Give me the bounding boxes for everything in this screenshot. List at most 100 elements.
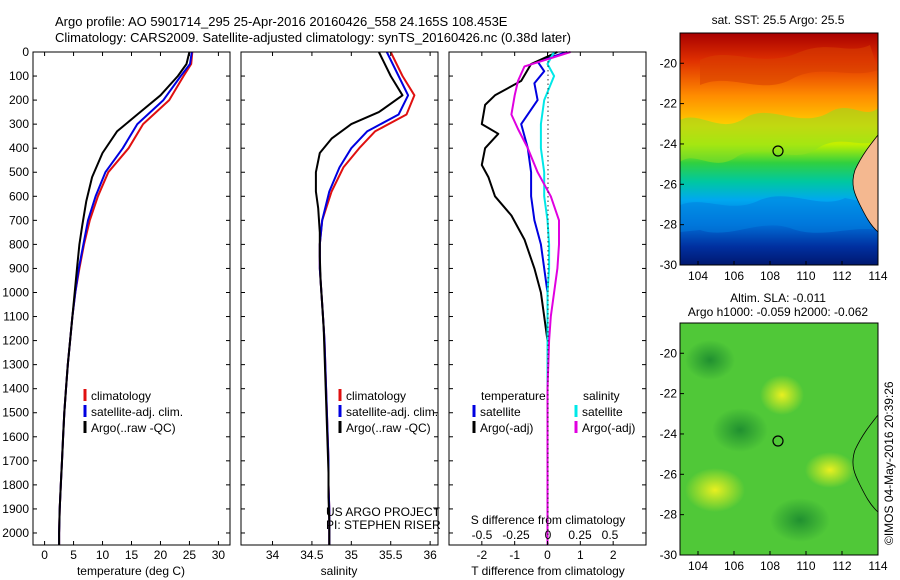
s-difference-ticks: -0.5 -0.25 0 0.25 0.5 — [472, 528, 619, 542]
lat-tick-label: -22 — [660, 387, 678, 401]
depth-tick-label: 1400 — [2, 382, 29, 396]
sla-argo-location-marker — [772, 435, 784, 447]
depth-tick-label: 200 — [9, 93, 29, 107]
temperature-lines — [58, 51, 194, 545]
depth-tick-label: 300 — [9, 117, 29, 131]
x-tick-label: 0 — [41, 548, 48, 562]
lon-tick-label: 114 — [868, 559, 887, 573]
depth-tick-label: 1000 — [2, 285, 29, 299]
depth-tick-label: 800 — [9, 237, 29, 251]
temperature-xticks: 0 5 10 15 20 25 30 — [41, 52, 225, 562]
imos-timestamp-label: ©IMOS 04-May-2016 20:39:26 — [882, 381, 896, 545]
series-line — [318, 51, 410, 545]
lon-tick-label: 106 — [724, 559, 744, 573]
depth-tick-label: 1600 — [2, 430, 29, 444]
sla-lon-ticks: 104 106 108 110 112 114 — [688, 551, 888, 573]
legend-label: Argo(..raw -QC) — [91, 421, 176, 435]
depth-tick-label: 2000 — [2, 526, 29, 540]
sst-lat-ticks: -30 -28 -26 -24 -22 -20 — [660, 56, 684, 272]
temperature-profile-plot: 0100200300400500600700800900100011001200… — [2, 45, 231, 578]
lon-tick-label: 112 — [832, 559, 851, 573]
depth-tick-label: 1700 — [2, 454, 29, 468]
x-tick-label: 34 — [266, 548, 280, 562]
legend-label: Argo(-adj) — [582, 421, 635, 435]
lon-tick-label: 114 — [868, 269, 887, 283]
legend-label: Argo(-adj) — [480, 421, 533, 435]
difference-legend: temperature salinity satellite Argo(-adj) sa… — [472, 389, 635, 435]
salinity-profile-plot: 34 34.5 35 35.5 36 salinity climatology satel… — [240, 51, 441, 578]
difference-yticks — [449, 51, 646, 534]
x-tick-label: 1 — [577, 548, 584, 562]
sla-coastline — [852, 414, 879, 513]
sst-texture — [680, 45, 878, 233]
lat-tick-label: -28 — [660, 508, 678, 522]
s-tick-label: 0.5 — [602, 528, 619, 542]
x-tick-label: 20 — [154, 548, 168, 562]
sla-map: Altim. SLA: -0.011 Argo h1000: -0.059 h2… — [660, 291, 888, 573]
lat-tick-label: -26 — [660, 467, 678, 481]
x-tick-label: 35 — [345, 548, 359, 562]
salinity-lines — [314, 51, 416, 545]
lon-tick-label: 104 — [688, 559, 708, 573]
series-line — [314, 51, 404, 545]
series-line — [510, 51, 571, 545]
depth-tick-label: 100 — [9, 69, 29, 83]
legend-label: Argo(..raw -QC) — [346, 421, 431, 435]
x-tick-label: 34.5 — [300, 548, 324, 562]
salinity-yticks — [241, 51, 438, 534]
lon-tick-label: 110 — [796, 269, 815, 283]
x-tick-label: 15 — [125, 548, 139, 562]
s-tick-label: -0.5 — [472, 528, 493, 542]
sst-lon-ticks: 104 106 108 110 112 114 — [688, 261, 888, 283]
lon-tick-label: 112 — [832, 269, 851, 283]
sst-map-frame — [679, 32, 879, 266]
figure-title-line1: Argo profile: AO 5901714_295 25-Apr-2016… — [55, 14, 508, 29]
sla-high-patch — [760, 375, 804, 415]
series-line — [58, 51, 193, 545]
difference-lines — [480, 51, 571, 545]
s-tick-label: -0.25 — [502, 528, 530, 542]
sla-map-frame — [679, 322, 879, 556]
series-line — [58, 51, 191, 545]
sst-coastline — [852, 133, 879, 233]
legend-label: climatology — [91, 389, 151, 403]
x-tick-label: 36 — [423, 548, 437, 562]
salinity-xticks: 34 34.5 35 35.5 36 — [266, 52, 437, 562]
x-tick-label: -1 — [509, 548, 520, 562]
temperature-xlabel: temperature (deg C) — [77, 564, 185, 578]
lat-tick-label: -24 — [660, 137, 678, 151]
sla-low-patch — [685, 340, 735, 380]
depth-tick-label: 900 — [9, 261, 29, 275]
x-tick-label: 30 — [212, 548, 226, 562]
x-tick-label: 25 — [183, 548, 197, 562]
sst-map: sat. SST: 25.5 Argo: 25.5 104 106 108 110 11… — [660, 13, 888, 283]
legend-label: climatology — [346, 389, 406, 403]
x-tick-label: 0 — [544, 548, 551, 562]
legend-label: satellite-adj. clim. — [91, 405, 183, 419]
temperature-legend: climatology satellite-adj. clim. Argo(..ra… — [83, 389, 183, 435]
x-tick-label: 5 — [70, 548, 77, 562]
difference-xticks: -2 -1 0 1 2 — [476, 52, 617, 562]
depth-tick-label: 1200 — [2, 334, 29, 348]
legend-group-header: salinity — [583, 389, 620, 403]
lat-tick-label: -20 — [660, 346, 678, 360]
legend-label: satellite — [480, 405, 521, 419]
depth-tick-label: 1500 — [2, 406, 29, 420]
sla-low-patch — [712, 408, 768, 452]
depth-tick-label: 1900 — [2, 502, 29, 516]
lat-tick-label: -22 — [660, 97, 678, 111]
x-tick-label: -2 — [476, 548, 487, 562]
legend-group-header: temperature — [481, 389, 546, 403]
legend-label: satellite-adj. clim. — [346, 405, 438, 419]
difference-profile-plot: -2 -1 0 1 2 S difference from climatology -0… — [448, 51, 647, 578]
lon-tick-label: 106 — [724, 269, 744, 283]
sla-lat-ticks: -30 -28 -26 -24 -22 -20 — [660, 346, 684, 562]
project-annotation: US ARGO PROJECT — [326, 505, 441, 519]
depth-tick-label: 1800 — [2, 478, 29, 492]
depth-ticks: 0 100 200 300 400 500 600 700 800 900 1000 1100 1200… — [2, 45, 230, 540]
s-tick-label: 0 — [545, 528, 552, 542]
x-tick-label: 10 — [96, 548, 110, 562]
depth-tick-label: 400 — [9, 141, 29, 155]
salinity-xlabel: salinity — [321, 564, 358, 578]
